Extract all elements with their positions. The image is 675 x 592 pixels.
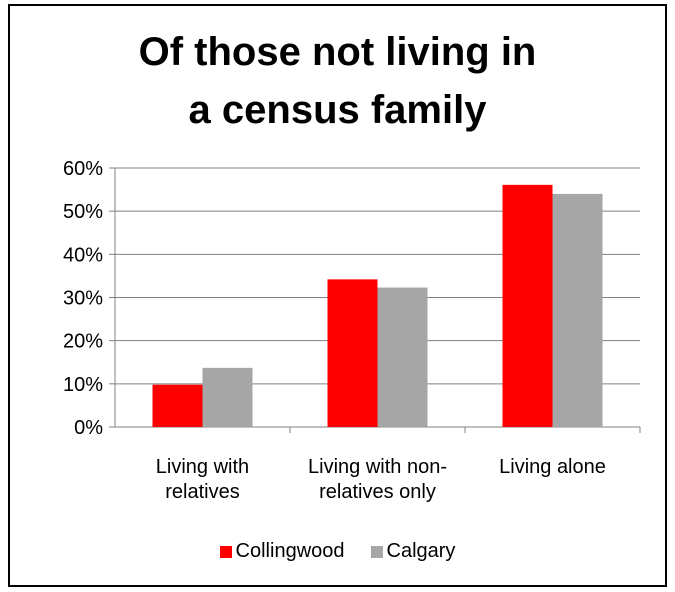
bar-collingwood-1 <box>152 384 203 427</box>
x-category-label-line: relatives only <box>319 481 436 503</box>
bar-calgary-1 <box>202 367 253 427</box>
x-category-label-line: Living with <box>155 456 250 478</box>
legend-item-collingwood: Collingwood <box>219 540 345 563</box>
bar-calgary-3 <box>552 193 603 427</box>
y-tick-label: 10% <box>63 374 103 396</box>
legend-label-calgary: Calgary <box>386 540 456 562</box>
x-category-label-line: relatives <box>165 481 240 503</box>
legend-label-collingwood: Collingwood <box>235 540 345 562</box>
legend: Collingwood Calgary <box>0 540 675 563</box>
legend-swatch-calgary <box>370 545 383 558</box>
bar-collingwood-2 <box>327 279 378 427</box>
bar-calgary-2 <box>377 287 428 427</box>
y-tick-label: 50% <box>63 201 103 223</box>
legend-swatch-collingwood <box>219 545 232 558</box>
chart-title-line-2: a census family <box>188 88 487 132</box>
y-tick-label: 20% <box>63 331 103 353</box>
y-tick-label: 40% <box>63 244 103 266</box>
chart-title-line-1: Of those not living in <box>138 30 537 74</box>
legend-item-calgary: Calgary <box>370 540 456 563</box>
x-category-label-line: Living alone <box>499 456 606 478</box>
y-tick-label: 0% <box>74 417 103 439</box>
x-category-label-line: Living with non- <box>308 456 447 478</box>
y-tick-label: 30% <box>63 288 103 310</box>
y-tick-label: 60% <box>63 158 103 180</box>
bar-collingwood-3 <box>502 184 553 427</box>
x-category-label: Living alone <box>463 455 643 480</box>
x-category-label: Living with non-relatives only <box>288 455 468 505</box>
x-category-label: Living with relatives <box>113 455 293 505</box>
